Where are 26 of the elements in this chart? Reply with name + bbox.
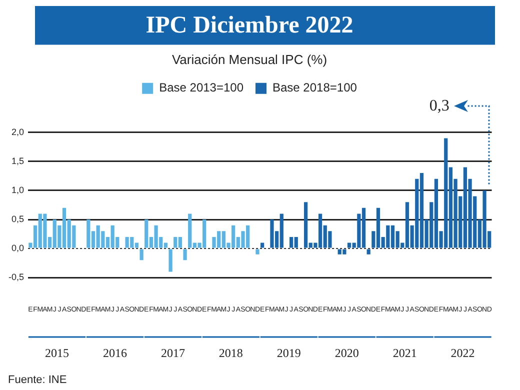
bar xyxy=(168,249,172,272)
chart-title: IPC Diciembre 2022 xyxy=(146,12,354,39)
text: 2019 xyxy=(276,346,301,360)
y-tick-label: 1,0 xyxy=(12,184,24,195)
text: 2021 xyxy=(392,346,417,360)
chart-subtitle: Variación Mensual IPC (%) xyxy=(172,52,328,68)
text: 2018 xyxy=(218,346,243,360)
bar xyxy=(260,242,264,248)
legend-label: Base 2018=100 xyxy=(272,80,358,95)
text: 2016 xyxy=(102,346,127,360)
y-tick-label: 1,5 xyxy=(12,156,24,166)
bar xyxy=(140,249,144,260)
source-note: Fuente: INE xyxy=(8,374,67,386)
bar xyxy=(256,249,260,254)
y-tick-label: 0,5 xyxy=(12,214,24,224)
text: 0,3 xyxy=(429,98,450,115)
bar xyxy=(183,249,187,260)
y-tick-label: -0,5 xyxy=(8,272,24,282)
y-tick-label: 2,0 xyxy=(12,126,24,137)
bar xyxy=(366,249,370,254)
text: 2015 xyxy=(45,346,70,360)
text: 2022 xyxy=(450,346,475,360)
legend-label: Base 2013=100 xyxy=(159,80,244,95)
text: 2020 xyxy=(334,346,359,360)
text: 2017 xyxy=(160,346,185,360)
y-tick-label: 0,0 xyxy=(12,243,24,254)
